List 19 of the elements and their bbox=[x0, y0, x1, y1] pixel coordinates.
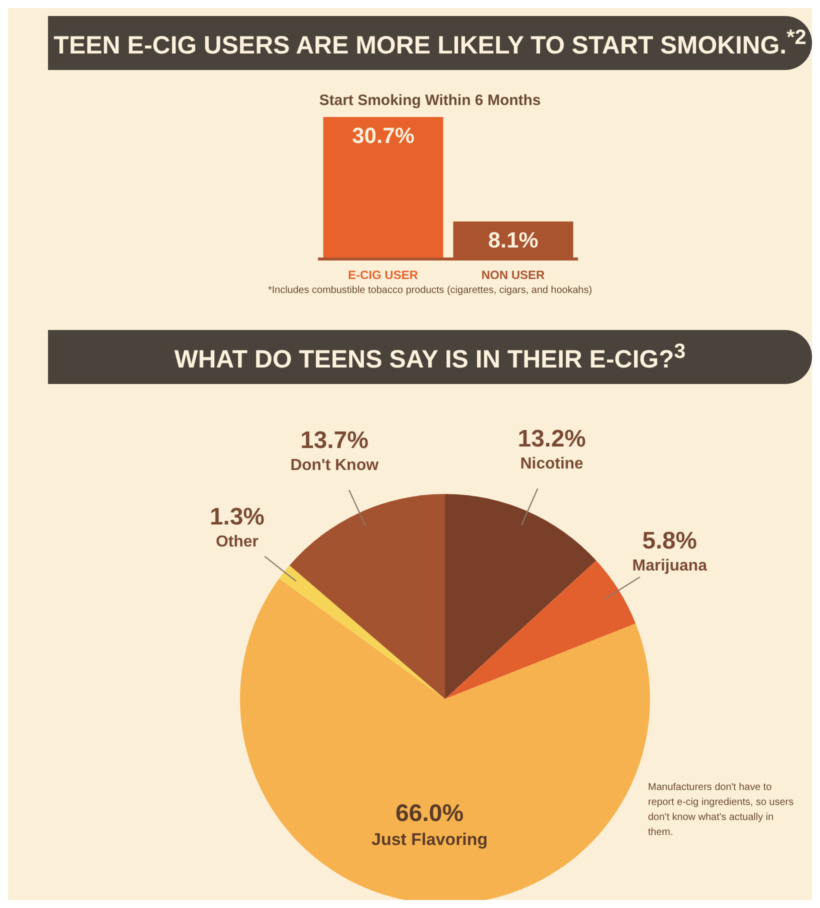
slice-label: Just Flavoring bbox=[371, 830, 488, 850]
chart-title: TEEN E-CIG USERS ARE MORE LIKELY TO START SMOKING.$^{*2}$ bbox=[48, 16, 812, 70]
data-label: 13.7% bbox=[300, 427, 368, 454]
data-label: 1.3% bbox=[210, 504, 264, 531]
text: Manufacturers don't have to report e-cig ingredients, so users don't know what's actually in them. bbox=[648, 781, 795, 840]
slice-label: Other bbox=[216, 534, 258, 551]
text: *Includes combustible tobacco products (cigarettes, cigars, and hookahs) bbox=[266, 285, 594, 296]
x-tick-label: E-CIG USER bbox=[348, 268, 418, 282]
data-label: 5.8% bbox=[642, 528, 697, 555]
x-tick-label: NON USER bbox=[481, 268, 545, 282]
slice-label: Marijuana bbox=[632, 558, 708, 575]
data-label: 66.0% bbox=[396, 800, 464, 828]
data-label: 30.7% bbox=[352, 123, 414, 148]
data-label: 13.2% bbox=[518, 426, 586, 453]
data-label: 8.1% bbox=[488, 228, 538, 253]
chart-subtitle: Start Smoking Within 6 Months bbox=[318, 92, 542, 110]
chart-title: WHAT DO TEENS SAY IS IN THEIR E-CIG?$^{3}$ bbox=[48, 330, 812, 384]
slice-label: Nicotine bbox=[520, 456, 584, 473]
slice-label: Don't Know bbox=[290, 457, 380, 474]
